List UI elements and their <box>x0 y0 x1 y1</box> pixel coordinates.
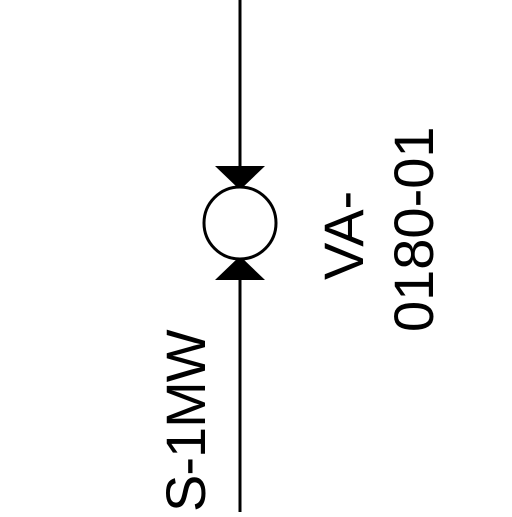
ball-valve-icon[interactable] <box>202 166 278 280</box>
valve-tag-prefix: VA- <box>312 190 375 280</box>
line-designation-label: S-1MW <box>154 330 217 512</box>
valve-ball-circle <box>202 185 278 261</box>
valve-lower-triangle <box>215 256 265 280</box>
valve-upper-triangle <box>215 166 265 190</box>
valve-tag-number: 0180-01 <box>382 126 445 332</box>
